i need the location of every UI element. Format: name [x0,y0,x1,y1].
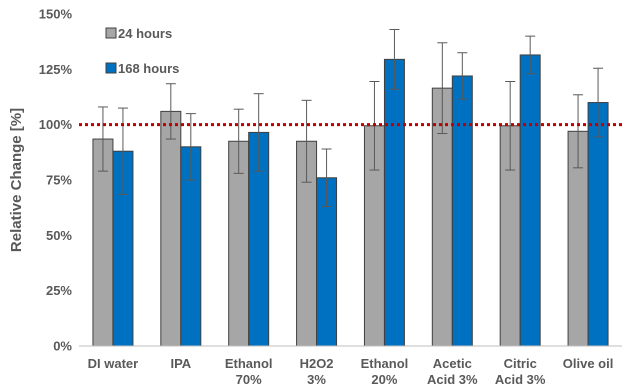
category-label-line: Ethanol [361,356,409,371]
legend-swatch-24-hours [105,27,117,39]
y-axis-label: Relative Change [%] [8,108,25,252]
bar-168-hours [519,54,541,347]
bar-168-hours [587,102,609,347]
category-label: DI water [88,356,139,371]
y-tick-label: 125% [39,62,73,77]
category-label-line: Acid 3% [427,372,478,387]
y-tick-label: 50% [46,228,72,243]
category-labels: DI water IPA Ethanol 70%H2O2 3%Ethanol 20%Ace… [88,356,614,387]
category-label-line: 70% [236,372,262,387]
category-label-line: 20% [371,372,397,387]
legend-swatch-168-hours [105,62,117,74]
y-tick-label: 25% [46,283,72,298]
legend: 24 hours 168 hours [105,26,179,76]
category-label-line: IPA [170,356,191,371]
y-tick-label: 100% [39,117,73,132]
legend-label-24-hours: 24 hours [118,26,172,41]
legend-label-168-hours: 168 hours [118,61,179,76]
bar-24-hours [160,110,182,347]
category-label: IPA [170,356,191,371]
category-label-line: Ethanol [225,356,273,371]
bar-168-hours [451,75,473,347]
category-label-line: H2O2 [300,356,334,371]
bar-168-hours [383,58,405,347]
y-tick-label: 75% [46,173,72,188]
category-label-line: 3% [307,372,326,387]
category-label-line: Citric [504,356,537,371]
category-label: H2O2 3% [300,356,334,387]
category-label-line: Acetic [433,356,472,371]
category-label: Olive oil [563,356,614,371]
bars [92,54,609,347]
category-label-line: Acid 3% [495,372,546,387]
category-label: Ethanol 20% [361,356,409,387]
category-label: Citric Acid 3% [495,356,546,387]
error-bars [97,28,604,208]
y-tick-label: 150% [39,7,73,22]
category-label: Acetic Acid 3% [427,356,478,387]
category-label: Ethanol 70% [225,356,273,387]
y-tick-labels: 0% 25% 50% 75% 100% 125% 150% [39,7,73,354]
category-label-line: Olive oil [563,356,614,371]
category-label-line: DI water [88,356,139,371]
y-tick-label: 0% [53,339,72,354]
